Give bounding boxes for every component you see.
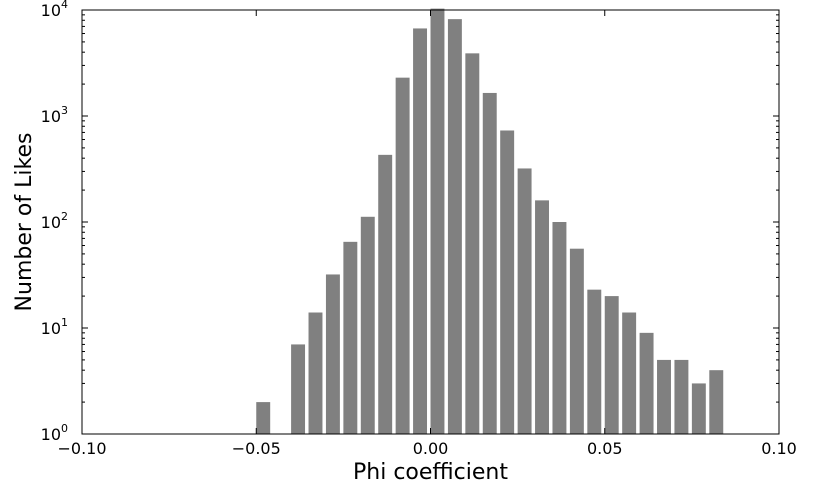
plot-frame xyxy=(81,9,780,435)
histogram-bar xyxy=(604,296,619,434)
histogram-bar xyxy=(395,77,410,434)
histogram-bar xyxy=(535,200,549,434)
histogram-bar xyxy=(447,19,462,434)
histogram-bar xyxy=(413,28,428,435)
histogram-bar xyxy=(552,222,567,434)
y-tick-label: 103 xyxy=(41,104,68,126)
histogram-bar xyxy=(325,274,340,434)
x-tick-label: 0.10 xyxy=(761,439,797,458)
bars-group xyxy=(256,8,724,435)
histogram-bar xyxy=(517,168,532,434)
x-ticks-group: −0.10 −0.05 0.00 0.05 0.10 xyxy=(57,10,797,458)
x-axis-label: Phi coefficient xyxy=(353,460,508,485)
histogram-bar xyxy=(657,359,671,434)
histogram-bar xyxy=(674,359,689,434)
histogram-bar xyxy=(587,289,602,434)
histogram-bar xyxy=(256,402,271,434)
x-tick-label: −0.05 xyxy=(232,439,281,458)
x-tick-label: −0.10 xyxy=(57,439,106,458)
histogram-bar xyxy=(430,8,445,435)
y-tick-label: 101 xyxy=(41,316,68,338)
histogram-bar xyxy=(569,248,584,434)
histogram-bar xyxy=(500,130,515,434)
histogram-bar xyxy=(482,92,497,434)
histogram-bar xyxy=(622,312,637,434)
y-ticks-group: 100 101 102 103 104 xyxy=(41,0,779,444)
histogram-bar xyxy=(343,241,358,434)
y-tick-label: 104 xyxy=(41,0,68,20)
histogram-bar xyxy=(709,370,724,434)
histogram-bar xyxy=(291,344,306,434)
y-axis-label: Number of Likes xyxy=(12,133,37,312)
histogram-bar xyxy=(639,332,654,434)
histogram-bar xyxy=(465,53,480,434)
histogram-bar xyxy=(378,154,393,434)
x-tick-label: 0.00 xyxy=(413,439,449,458)
y-tick-label: 102 xyxy=(41,210,68,232)
histogram-bar xyxy=(308,312,323,434)
y-tick-label: 100 xyxy=(41,422,68,444)
histogram-bar xyxy=(691,383,706,434)
x-tick-label: 0.05 xyxy=(587,439,623,458)
histogram-bar xyxy=(360,216,375,434)
